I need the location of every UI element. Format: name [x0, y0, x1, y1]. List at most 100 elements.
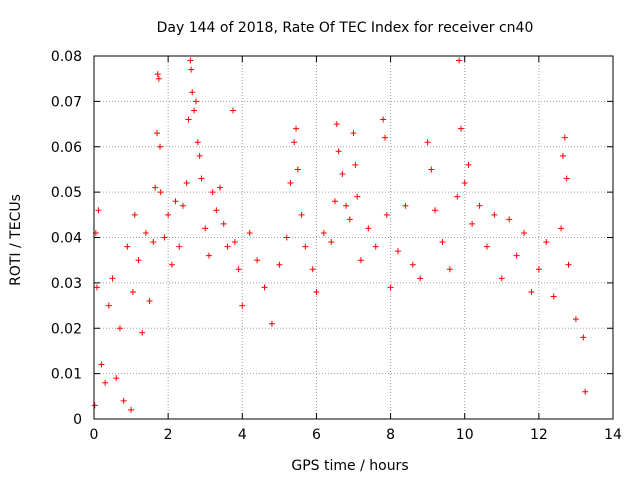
- data-point: [287, 180, 294, 187]
- data-point: [498, 275, 505, 282]
- data-point: [439, 239, 446, 246]
- data-point: [382, 134, 389, 141]
- x-axis-label: GPS time / hours: [291, 458, 408, 474]
- data-point: [559, 152, 566, 159]
- data-point: [187, 57, 194, 64]
- y-tick-label: 0.01: [51, 367, 82, 383]
- data-point: [191, 107, 198, 114]
- data-point: [105, 302, 112, 309]
- data-point: [95, 207, 102, 214]
- data-point: [246, 229, 253, 236]
- data-point: [333, 121, 340, 128]
- data-point: [409, 261, 416, 268]
- data-point: [113, 375, 120, 382]
- data-point: [116, 325, 123, 332]
- x-tick-label: 2: [164, 427, 173, 443]
- data-point: [563, 175, 570, 182]
- data-point: [139, 329, 146, 336]
- y-tick-label: 0.06: [51, 140, 82, 156]
- data-point: [156, 143, 163, 150]
- data-point: [124, 243, 131, 250]
- data-point: [456, 57, 463, 64]
- data-point: [465, 161, 472, 168]
- y-tick-label: 0.02: [51, 321, 82, 337]
- data-point: [196, 152, 203, 159]
- chart-title: Day 144 of 2018, Rate Of TEC Index for r…: [157, 20, 534, 36]
- data-point: [394, 248, 401, 255]
- x-tick-label: 0: [90, 427, 99, 443]
- data-point: [331, 198, 338, 205]
- data-point: [194, 139, 201, 146]
- data-point: [276, 261, 283, 268]
- data-point: [294, 166, 301, 173]
- data-point: [142, 229, 149, 236]
- data-point: [165, 211, 172, 218]
- data-point: [91, 402, 98, 409]
- data-point: [302, 243, 309, 250]
- data-point: [185, 116, 192, 123]
- data-point: [543, 239, 550, 246]
- data-point: [230, 107, 237, 114]
- data-point: [387, 284, 394, 291]
- data-point: [506, 216, 513, 223]
- x-tick-label: 12: [530, 427, 548, 443]
- data-point: [202, 225, 209, 232]
- data-point: [550, 293, 557, 300]
- data-point: [161, 234, 168, 241]
- data-point: [446, 266, 453, 273]
- data-point: [209, 189, 216, 196]
- data-point: [365, 225, 372, 232]
- data-point: [261, 284, 268, 291]
- x-tick-label: 10: [456, 427, 474, 443]
- y-tick-label: 0: [73, 412, 82, 428]
- y-tick-label: 0.07: [51, 94, 82, 110]
- data-point: [313, 288, 320, 295]
- data-point: [224, 243, 231, 250]
- data-point: [491, 211, 498, 218]
- data-point: [513, 252, 520, 259]
- data-point: [128, 406, 135, 413]
- data-point: [565, 261, 572, 268]
- data-point: [93, 284, 100, 291]
- data-point: [535, 266, 542, 273]
- data-point: [129, 288, 136, 295]
- data-point: [309, 266, 316, 273]
- x-tick-label: 14: [604, 427, 622, 443]
- data-point: [168, 261, 175, 268]
- data-point: [154, 130, 161, 137]
- y-tick-label: 0.08: [51, 49, 82, 65]
- data-point: [428, 166, 435, 173]
- data-point: [521, 229, 528, 236]
- data-point: [231, 239, 238, 246]
- x-tick-label: 8: [386, 427, 395, 443]
- data-point: [176, 243, 183, 250]
- data-point: [558, 225, 565, 232]
- data-point: [198, 175, 205, 182]
- data-point: [213, 207, 220, 214]
- data-point: [339, 170, 346, 177]
- data-point: [357, 257, 364, 264]
- data-point: [380, 116, 387, 123]
- axis-ticks: 0 2 4 6 8 10 12 14 0 0.01 0.02 0.03 0.04 0.05 0.06 0.07…: [51, 49, 622, 443]
- data-point: [157, 189, 164, 196]
- y-axis-label: ROTI / TECUs: [8, 194, 24, 286]
- data-point: [235, 266, 242, 273]
- data-point: [172, 198, 179, 205]
- y-tick-label: 0.03: [51, 276, 82, 292]
- data-point: [432, 207, 439, 214]
- data-point: [150, 239, 157, 246]
- data-point: [179, 202, 186, 209]
- data-point: [561, 134, 568, 141]
- data-point: [458, 125, 465, 132]
- data-point: [483, 243, 490, 250]
- data-point: [343, 202, 350, 209]
- data-point: [354, 193, 361, 200]
- data-point: [268, 320, 275, 327]
- data-point: [352, 161, 359, 168]
- data-point: [320, 229, 327, 236]
- data-point: [155, 75, 162, 82]
- data-point: [424, 139, 431, 146]
- data-point: [572, 316, 579, 323]
- data-point: [335, 148, 342, 155]
